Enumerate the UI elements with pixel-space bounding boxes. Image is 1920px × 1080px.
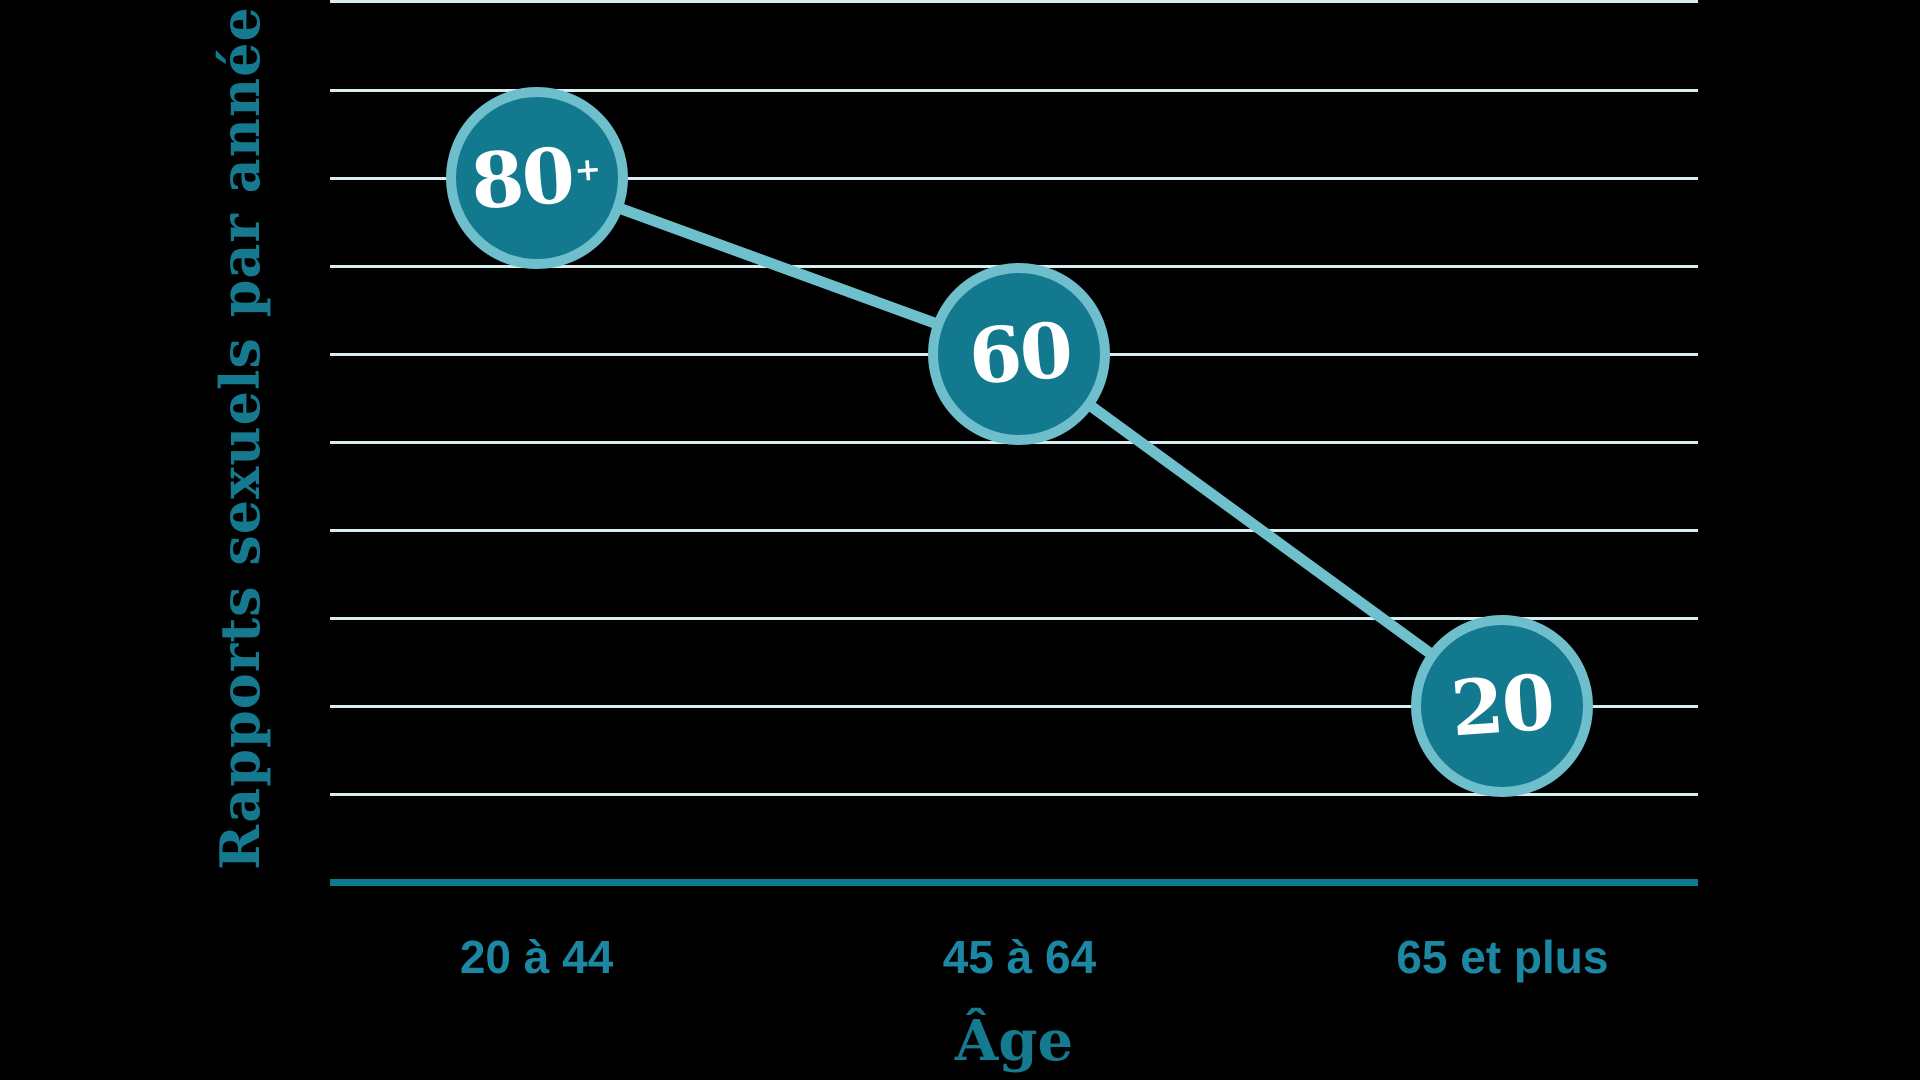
data-point: 80+ (445, 87, 628, 269)
data-point: 60 (928, 263, 1111, 445)
data-point-label: 80+ (468, 130, 603, 227)
x-axis-title: Âge (954, 1008, 1074, 1074)
gridline (330, 88, 1698, 92)
x-tick-label: 45 à 64 (942, 931, 1097, 983)
data-point-label: 20 (1448, 657, 1557, 754)
gridline (330, 176, 1698, 180)
gridline (330, 792, 1698, 796)
x-tick-label: 20 à 44 (459, 931, 614, 983)
x-tick-label: 65 et plus (1396, 931, 1609, 983)
data-point-label: 60 (965, 305, 1074, 402)
gridline (330, 0, 1698, 4)
plus-suffix: + (573, 149, 603, 190)
data-point: 20 (1411, 615, 1594, 797)
gridline (330, 528, 1698, 532)
gridline (330, 616, 1698, 620)
x-axis-line (330, 879, 1698, 886)
gridline (330, 704, 1698, 708)
